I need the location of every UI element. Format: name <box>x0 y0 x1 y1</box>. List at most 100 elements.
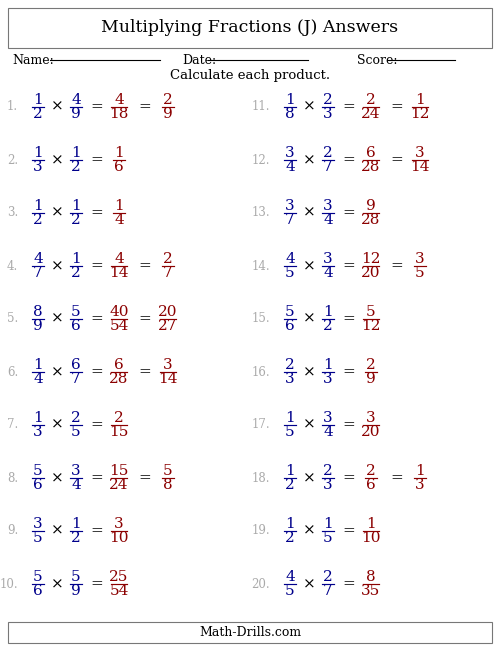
Text: 9: 9 <box>163 107 173 121</box>
Text: 15: 15 <box>110 425 128 439</box>
Text: 3: 3 <box>285 372 295 386</box>
Text: 1: 1 <box>415 464 425 478</box>
Text: 8: 8 <box>285 107 295 121</box>
Text: 54: 54 <box>110 584 128 598</box>
Text: =: = <box>342 471 355 485</box>
Text: 13.: 13. <box>252 206 270 219</box>
Text: 1: 1 <box>114 146 124 160</box>
Text: 6: 6 <box>285 319 295 333</box>
Text: =: = <box>342 418 355 432</box>
Text: =: = <box>90 259 104 273</box>
Text: 7: 7 <box>71 372 81 386</box>
Text: 28: 28 <box>362 160 380 174</box>
Text: 4: 4 <box>323 266 333 280</box>
Text: 25: 25 <box>110 570 128 584</box>
Text: 12: 12 <box>361 252 381 266</box>
Text: 5: 5 <box>285 266 295 280</box>
Text: 7: 7 <box>323 584 333 598</box>
Text: ×: × <box>50 471 64 485</box>
Text: 1.: 1. <box>7 100 18 113</box>
Text: 5: 5 <box>71 305 81 319</box>
Text: 16.: 16. <box>252 366 270 378</box>
Text: 9: 9 <box>71 584 81 598</box>
Text: ×: × <box>50 153 64 167</box>
Text: 8: 8 <box>366 570 376 584</box>
Text: 6.: 6. <box>7 366 18 378</box>
Text: 15: 15 <box>110 464 128 478</box>
Text: 12: 12 <box>410 107 430 121</box>
Text: 2: 2 <box>163 93 173 107</box>
Text: 2: 2 <box>366 358 376 372</box>
Text: 3: 3 <box>366 411 376 425</box>
Text: 3: 3 <box>415 252 425 266</box>
Text: 12.: 12. <box>252 153 270 166</box>
Text: 7: 7 <box>285 213 295 227</box>
Text: 1: 1 <box>33 146 43 160</box>
Text: 5: 5 <box>285 425 295 439</box>
Text: 3: 3 <box>71 464 81 478</box>
Text: 2: 2 <box>71 266 81 280</box>
Text: =: = <box>342 312 355 326</box>
Text: 4: 4 <box>285 160 295 174</box>
Text: 1: 1 <box>33 93 43 107</box>
Text: =: = <box>90 100 104 114</box>
Text: =: = <box>90 365 104 379</box>
Text: 1: 1 <box>71 199 81 213</box>
Text: 3: 3 <box>415 478 425 492</box>
Text: 2: 2 <box>163 252 173 266</box>
Text: 1: 1 <box>33 199 43 213</box>
Text: 20: 20 <box>361 425 381 439</box>
Text: 14.: 14. <box>252 259 270 272</box>
Text: Date:: Date: <box>182 54 216 67</box>
Text: =: = <box>90 524 104 538</box>
Text: 5: 5 <box>366 305 376 319</box>
Text: 9: 9 <box>33 319 43 333</box>
Text: 3.: 3. <box>7 206 18 219</box>
Text: 10: 10 <box>361 531 381 545</box>
Text: 7.: 7. <box>7 419 18 432</box>
Text: =: = <box>342 153 355 167</box>
Text: 19.: 19. <box>252 525 270 538</box>
FancyBboxPatch shape <box>8 622 492 643</box>
Text: 2: 2 <box>114 411 124 425</box>
Text: 2: 2 <box>366 93 376 107</box>
Text: 2: 2 <box>71 213 81 227</box>
Text: Name:: Name: <box>12 54 54 67</box>
Text: =: = <box>342 524 355 538</box>
Text: =: = <box>390 153 404 167</box>
Text: 8: 8 <box>163 478 173 492</box>
Text: 12: 12 <box>361 319 381 333</box>
Text: 2: 2 <box>71 160 81 174</box>
Text: 2: 2 <box>285 531 295 545</box>
Text: ×: × <box>50 312 64 326</box>
Text: =: = <box>90 312 104 326</box>
Text: 6: 6 <box>366 146 376 160</box>
Text: ×: × <box>302 577 316 591</box>
Text: =: = <box>390 100 404 114</box>
Text: ×: × <box>50 577 64 591</box>
Text: 3: 3 <box>323 252 333 266</box>
Text: 3: 3 <box>323 107 333 121</box>
Text: 5: 5 <box>71 425 81 439</box>
Text: 1: 1 <box>323 517 333 531</box>
Text: 18.: 18. <box>252 472 270 485</box>
Text: ×: × <box>50 259 64 273</box>
Text: 4: 4 <box>114 213 124 227</box>
Text: 4: 4 <box>33 252 43 266</box>
Text: 14: 14 <box>158 372 178 386</box>
Text: 11.: 11. <box>252 100 270 113</box>
Text: 1: 1 <box>71 252 81 266</box>
Text: 4: 4 <box>114 93 124 107</box>
Text: 2: 2 <box>71 411 81 425</box>
Text: 40: 40 <box>109 305 129 319</box>
Text: 2: 2 <box>366 464 376 478</box>
Text: 3: 3 <box>285 146 295 160</box>
Text: 20: 20 <box>361 266 381 280</box>
Text: 10: 10 <box>109 531 129 545</box>
Text: 1: 1 <box>323 305 333 319</box>
Text: =: = <box>138 259 151 273</box>
Text: 5: 5 <box>71 570 81 584</box>
Text: 4.: 4. <box>7 259 18 272</box>
Text: 6: 6 <box>33 584 43 598</box>
Text: =: = <box>390 259 404 273</box>
